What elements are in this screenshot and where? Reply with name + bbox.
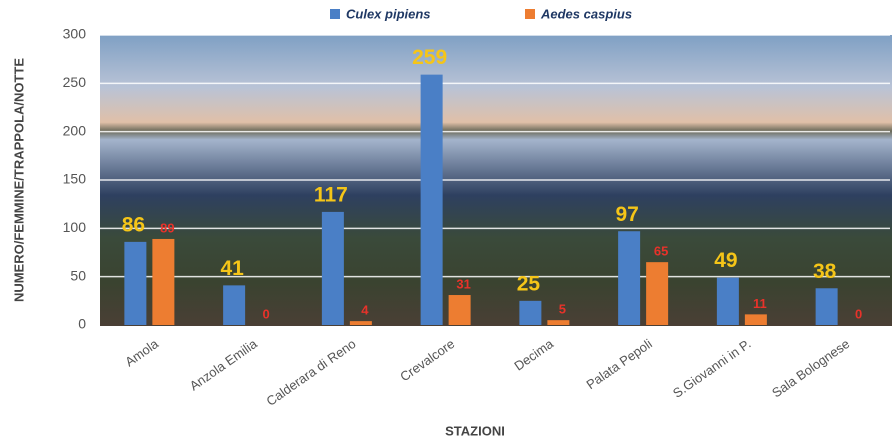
value-label: 0 xyxy=(855,306,862,321)
value-label: 41 xyxy=(220,257,244,280)
x-axis-label: STAZIONI xyxy=(445,423,505,438)
x-tick-label: Palata Pepoli xyxy=(583,336,654,392)
bar xyxy=(519,300,542,325)
value-label: 86 xyxy=(122,213,145,236)
value-label: 4 xyxy=(361,303,369,318)
x-tick-label: Sala Bolognese xyxy=(769,336,852,401)
y-tick-label: 50 xyxy=(70,267,86,283)
value-label: 117 xyxy=(314,183,348,206)
bar xyxy=(646,262,669,325)
x-tick-label: Crevalcore xyxy=(397,336,457,384)
y-tick-label: 300 xyxy=(63,26,87,42)
bar xyxy=(547,320,570,325)
legend-swatch xyxy=(525,9,535,19)
value-label: 259 xyxy=(412,46,447,69)
bar xyxy=(618,231,641,325)
x-tick-label: S.Giovanni in P. xyxy=(670,336,754,401)
y-tick-label: 250 xyxy=(63,74,87,90)
bar xyxy=(716,277,739,325)
y-tick-label: 0 xyxy=(78,316,86,332)
legend: Culex pipiens Aedes caspius xyxy=(330,6,632,21)
bar xyxy=(223,285,246,325)
bar xyxy=(815,288,838,325)
legend-label: Culex pipiens xyxy=(346,6,431,21)
value-label: 25 xyxy=(517,272,541,295)
value-label: 11 xyxy=(753,296,767,311)
bar xyxy=(321,211,344,325)
bar xyxy=(124,241,147,325)
x-tick-label: Decima xyxy=(511,336,556,374)
x-tick-label: Calderara di Reno xyxy=(264,336,359,409)
value-label: 31 xyxy=(456,276,470,291)
bar xyxy=(152,238,175,325)
y-tick-label: 100 xyxy=(63,219,87,235)
legend-label: Aedes caspius xyxy=(540,6,632,21)
bar xyxy=(420,74,443,325)
value-label: 5 xyxy=(559,302,566,317)
bar xyxy=(744,314,767,325)
y-tick-label: 200 xyxy=(63,122,87,138)
value-label: 0 xyxy=(263,306,270,321)
x-tick-label: Amola xyxy=(122,336,161,370)
bar xyxy=(349,321,372,325)
bar xyxy=(448,295,471,325)
value-label: 89 xyxy=(160,220,174,235)
y-axis-label: NUMERO/FEMMINE/TRAPPOLA/NOTTE xyxy=(11,58,26,302)
value-label: 49 xyxy=(714,249,737,272)
value-label: 38 xyxy=(813,260,837,283)
value-label: 97 xyxy=(615,203,638,226)
y-tick-label: 150 xyxy=(63,171,87,187)
legend-swatch xyxy=(330,9,340,19)
x-tick-label: Anzola Emilia xyxy=(187,336,261,394)
value-label: 65 xyxy=(654,244,668,259)
